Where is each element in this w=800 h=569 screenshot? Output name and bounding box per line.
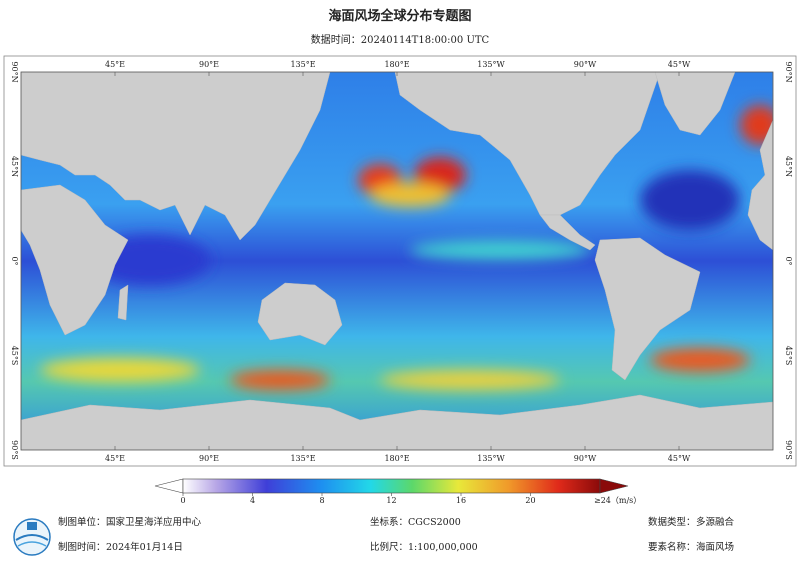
colorbar-low-arrow (154, 478, 184, 494)
footer-value: CGCS2000 (408, 517, 461, 528)
footer: 制图单位： 国家卫星海洋应用中心 坐标系： CGCS2000 数据类型： 多源融合制图时间… (58, 516, 735, 553)
colorbar: 0 4 8 12 16 20 ≥24（m/s） (154, 478, 641, 505)
footer-label: 要素名称： (648, 541, 696, 553)
lon-label-top: 180°E (384, 60, 409, 69)
colorbar-end-label: ≥24（m/s） (594, 496, 641, 505)
lat-label-right: 0° (784, 256, 793, 265)
colorbar-high-arrow (599, 478, 629, 494)
footer-label: 比例尺： (370, 541, 408, 553)
footer-label: 制图时间： (58, 541, 106, 553)
footer-value: 1:100,000,000 (408, 542, 478, 553)
lon-label-top: 90°E (199, 60, 219, 69)
colorbar-tick-label: 4 (250, 496, 255, 505)
lat-label-right: 45°N (784, 156, 793, 177)
colorbar-tick-label: 16 (456, 496, 466, 505)
lat-label-right: 90°N (784, 61, 793, 82)
axes: 45°E 45°E 90°E 90°E 135°E 135°E 180°E 180°E 135°… (10, 60, 793, 463)
land (21, 72, 773, 450)
lat-label-left: 45°N (10, 156, 19, 177)
subtitle: 数据时间：20240114T18:00:00 UTC (311, 33, 490, 46)
title: 海面风场全球分布专题图 (328, 8, 471, 24)
lon-label-bottom: 135°E (290, 454, 315, 463)
lon-label-bottom: 135°W (477, 454, 505, 463)
lon-label-top: 45°E (105, 60, 125, 69)
footer-label: 制图单位： (58, 516, 106, 528)
lon-label-top: 90°W (574, 60, 597, 69)
logo (13, 518, 51, 556)
lat-label-left: 45°S (10, 346, 19, 366)
footer-value: 多源融合 (696, 516, 735, 528)
lon-label-bottom: 180°E (384, 454, 409, 463)
lon-label-bottom: 45°E (105, 454, 125, 463)
lat-label-left: 90°S (10, 440, 19, 460)
map-frame (3, 55, 797, 467)
colorbar-tick-label: 12 (386, 496, 396, 505)
lat-label-right: 90°S (784, 440, 793, 460)
colorbar-tick-label: 8 (319, 496, 324, 505)
lon-label-bottom: 90°W (574, 454, 597, 463)
footer-label: 坐标系： (370, 516, 408, 528)
lon-label-top: 135°W (477, 60, 505, 69)
map (21, 72, 773, 450)
footer-label: 数据类型： (648, 516, 696, 528)
lat-label-left: 90°N (10, 61, 19, 82)
colorbar-tick-label: 0 (180, 496, 185, 505)
lat-label-left: 0° (10, 256, 19, 265)
footer-value: 2024年01月14日 (106, 541, 183, 553)
colorbar-bar (182, 478, 601, 494)
lon-label-top: 45°W (668, 60, 691, 69)
lon-label-bottom: 45°W (668, 454, 691, 463)
lat-label-right: 45°S (784, 346, 793, 366)
lon-label-bottom: 90°E (199, 454, 219, 463)
colorbar-tick-label: 20 (525, 496, 535, 505)
lon-label-top: 135°E (290, 60, 315, 69)
footer-value: 国家卫星海洋应用中心 (106, 516, 202, 528)
footer-value: 海面风场 (696, 541, 734, 553)
